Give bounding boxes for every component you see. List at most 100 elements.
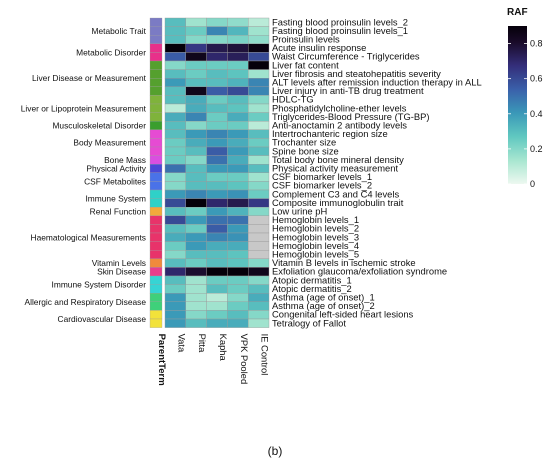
heatmap-cell (206, 129, 228, 139)
parent-term-label: Immune System Disorder (52, 280, 147, 290)
heatmap-cell (227, 129, 249, 139)
heatmap-cell (185, 112, 207, 122)
column-labels: Vata Pitta Kapha VPK Pooled IE Control (176, 334, 270, 385)
parent-term-label: Cardiovascular Disease (58, 314, 147, 324)
heatmap-cell (227, 241, 249, 251)
parent-term-swatch (149, 224, 163, 234)
heatmap-cell (185, 26, 207, 36)
heatmap-cell (164, 86, 186, 96)
parent-term-swatch (149, 318, 163, 328)
column-label: Pitta (197, 334, 208, 354)
parent-term-swatch (149, 232, 163, 242)
heatmap-cell (185, 43, 207, 53)
heatmap-cell (206, 155, 228, 165)
heatmap-cell (247, 17, 270, 27)
heatmap-cell (164, 43, 186, 53)
parent-term-label: Skin Disease (97, 267, 146, 277)
parent-term-label: Vitamin Levels (92, 258, 146, 268)
parent-term-swatch (149, 95, 163, 105)
parent-term-swatch (149, 103, 163, 113)
row-label: Fasting blood proinsulin levels_1 (272, 25, 408, 36)
heatmap-cell (227, 318, 249, 328)
heatmap-cell (185, 155, 207, 165)
heatmap-cell (185, 267, 207, 277)
parent-term-label: Renal Function (90, 207, 147, 217)
heatmap-cell (206, 112, 228, 122)
heatmap-cell (206, 258, 228, 268)
heatmap-cell (227, 146, 249, 156)
parent-term-swatch (149, 112, 163, 122)
heatmap-cells (164, 17, 270, 328)
raf-legend: RAF 0 0.2 0.4 0.6 0.8 (507, 7, 543, 189)
heatmap-cell (164, 26, 186, 36)
parent-term-swatch (149, 198, 163, 208)
parent-term-swatch (149, 35, 163, 44)
row-label: Total body bone mineral density (272, 154, 404, 165)
heatmap-cell (206, 95, 228, 105)
parent-term-labels: Metabolic Trait Metabolic Disorder Liver D… (21, 26, 147, 324)
heatmap-cell (185, 249, 207, 259)
parent-term-swatch (149, 164, 163, 173)
parent-term-swatch (149, 146, 163, 156)
row-label: Asthma (age of onset)_2 (272, 300, 375, 311)
heatmap-cell (185, 318, 207, 328)
heatmap-cell (227, 301, 249, 311)
heatmap-cell (247, 301, 270, 311)
heatmap-cell (164, 146, 186, 156)
heatmap-cell (206, 138, 228, 148)
heatmap-cell (206, 301, 228, 311)
heatmap-cell (227, 103, 249, 113)
row-label: Hemoglobin levels_2 (272, 223, 359, 234)
heatmap-cell (164, 267, 186, 277)
parent-term-swatch (149, 267, 163, 277)
row-label: Phosphatidylcholine-ether levels (272, 102, 407, 113)
heatmap-cell (227, 52, 249, 62)
parent-term-swatch (149, 293, 163, 302)
parent-term-swatch (149, 241, 163, 251)
heatmap-cell (164, 232, 186, 242)
parent-term-swatch (149, 69, 163, 79)
parent-term-swatch (149, 78, 163, 87)
heatmap-cell (247, 215, 270, 225)
heatmap-cell (227, 120, 249, 130)
heatmap-cell (185, 275, 207, 285)
legend-colorbar (508, 26, 527, 184)
heatmap-cell (247, 310, 270, 320)
heatmap-cell (164, 129, 186, 139)
heatmap-cell (206, 60, 228, 70)
heatmap-cell (247, 198, 270, 208)
heatmap-cell (206, 215, 228, 225)
heatmap-cell (227, 163, 249, 173)
parent-term-swatch (149, 207, 163, 216)
heatmap-cell (247, 43, 270, 53)
parent-term-swatch (149, 17, 163, 27)
heatmap-cell (185, 138, 207, 148)
heatmap-cell (185, 17, 207, 27)
heatmap-cell (247, 103, 270, 113)
row-label: Hemoglobin levels_1 (272, 214, 359, 225)
column-label: VPK Pooled (239, 334, 250, 385)
parent-term-label: Bone Mass (104, 155, 146, 165)
heatmap-cell (164, 301, 186, 311)
parent-term-swatch (149, 26, 163, 36)
heatmap-cell (206, 241, 228, 251)
heatmap-cell (227, 35, 249, 45)
heatmap-cell (164, 249, 186, 259)
parent-term-swatch (149, 275, 163, 285)
heatmap-cell (227, 17, 249, 27)
heatmap-cell (206, 163, 228, 173)
parent-term-label: Liver Disease or Measurement (32, 73, 147, 83)
heatmap-cell (247, 112, 270, 122)
row-label: Hemoglobin levels_4 (272, 240, 359, 251)
heatmap-cell (164, 241, 186, 251)
heatmap-cell (164, 284, 186, 294)
heatmap-cell (227, 189, 249, 199)
heatmap-cell (247, 60, 270, 70)
legend-tick-label: 0.6 (530, 74, 543, 84)
parent-term-swatch (149, 250, 163, 259)
row-label: Anti-anoctamin 2 antibody levels (272, 120, 407, 131)
heatmap-cell (185, 60, 207, 70)
heatmap-cell (185, 163, 207, 173)
heatmap-cell (206, 26, 228, 36)
